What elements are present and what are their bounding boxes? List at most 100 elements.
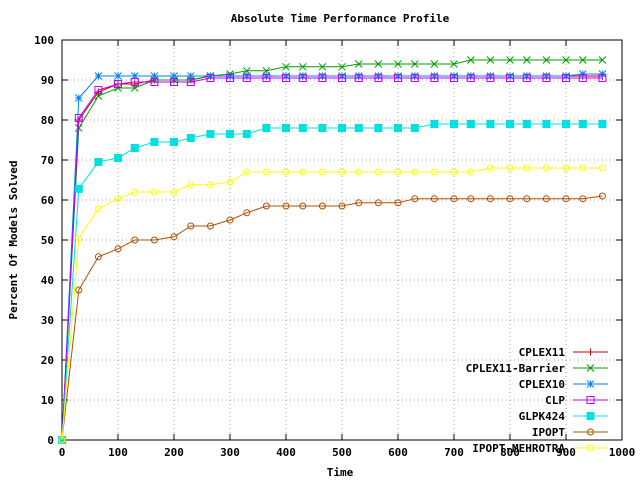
data-point (598, 56, 607, 64)
data-point (598, 74, 607, 82)
data-point (170, 72, 178, 80)
data-point (206, 130, 215, 138)
data-point (94, 253, 102, 261)
data-point (374, 199, 382, 207)
data-point (450, 168, 458, 176)
data-point (486, 56, 495, 64)
x-tick-label: 500 (332, 446, 352, 459)
data-point (130, 78, 139, 86)
data-point (450, 74, 458, 82)
legend-marker (587, 428, 594, 436)
data-point (114, 245, 122, 253)
data-point (598, 120, 607, 128)
legend-marker (586, 396, 595, 404)
data-point (374, 60, 383, 68)
data-point (150, 138, 159, 146)
data-point (374, 168, 382, 176)
data-point (506, 120, 514, 128)
data-point (243, 168, 251, 176)
data-point (114, 80, 122, 88)
y-tick-label: 90 (41, 74, 54, 87)
data-point (354, 74, 363, 82)
data-point (450, 60, 458, 68)
data-point (355, 168, 363, 176)
data-point (523, 164, 531, 172)
data-point (450, 195, 458, 203)
data-point (262, 72, 271, 80)
x-tick-label: 600 (388, 446, 408, 459)
data-point (298, 72, 307, 80)
data-point (486, 72, 495, 80)
data-point (187, 181, 195, 189)
data-point (299, 168, 307, 176)
data-point (374, 72, 383, 80)
data-point (542, 195, 550, 203)
data-point (242, 130, 251, 138)
data-point (430, 74, 439, 82)
data-point (187, 222, 195, 230)
data-point (150, 188, 158, 196)
data-point (338, 62, 346, 71)
y-tick-label: 20 (41, 354, 54, 367)
data-point (186, 134, 195, 142)
legend-label: IPOPT-MEHROTRA (472, 442, 565, 455)
legend-item: CLP (545, 394, 608, 407)
data-point (170, 233, 178, 241)
x-tick-label: 0 (59, 446, 66, 459)
data-point (130, 144, 139, 152)
data-point (506, 56, 514, 64)
legend-marker (586, 412, 595, 420)
series-glpk424 (58, 120, 607, 444)
data-point (298, 124, 307, 132)
data-point (282, 74, 290, 82)
data-point (354, 60, 363, 68)
data-point (374, 124, 383, 132)
data-point (466, 56, 475, 64)
data-point (186, 72, 195, 80)
x-tick-label: 900 (556, 446, 576, 459)
data-point (262, 124, 271, 132)
data-point (394, 199, 402, 207)
data-point (94, 72, 103, 80)
data-point (318, 168, 326, 176)
data-point (562, 164, 570, 172)
data-point (523, 195, 531, 203)
data-point (318, 202, 326, 210)
data-point (282, 168, 290, 176)
data-point (75, 286, 83, 294)
data-point (298, 62, 307, 71)
data-point (466, 120, 475, 128)
data-point (94, 158, 103, 166)
series-ipopt (58, 192, 606, 444)
legend-label: CPLEX11 (519, 346, 566, 359)
data-point (579, 195, 587, 203)
data-point (506, 195, 514, 203)
legend-item: IPOPT (532, 426, 608, 439)
data-point (562, 72, 570, 80)
legend-item: CPLEX11-Barrier (466, 362, 608, 375)
x-tick-label: 400 (276, 446, 296, 459)
data-point (338, 74, 346, 82)
data-point (411, 195, 419, 203)
data-point (226, 74, 234, 82)
data-point (206, 72, 215, 80)
legend-label: CLP (545, 394, 565, 407)
data-point (522, 74, 531, 82)
data-point (430, 60, 439, 68)
data-point (394, 168, 402, 176)
series-line (61, 123, 603, 441)
data-point (410, 124, 419, 132)
data-point (578, 74, 587, 82)
data-point (542, 120, 551, 128)
data-point (579, 164, 587, 172)
series-line (61, 195, 603, 441)
data-point (522, 120, 531, 128)
data-point (466, 74, 475, 82)
data-point (282, 62, 290, 71)
legend-marker (586, 364, 595, 372)
data-point (598, 192, 606, 200)
data-point (394, 72, 402, 80)
data-point (430, 72, 439, 80)
